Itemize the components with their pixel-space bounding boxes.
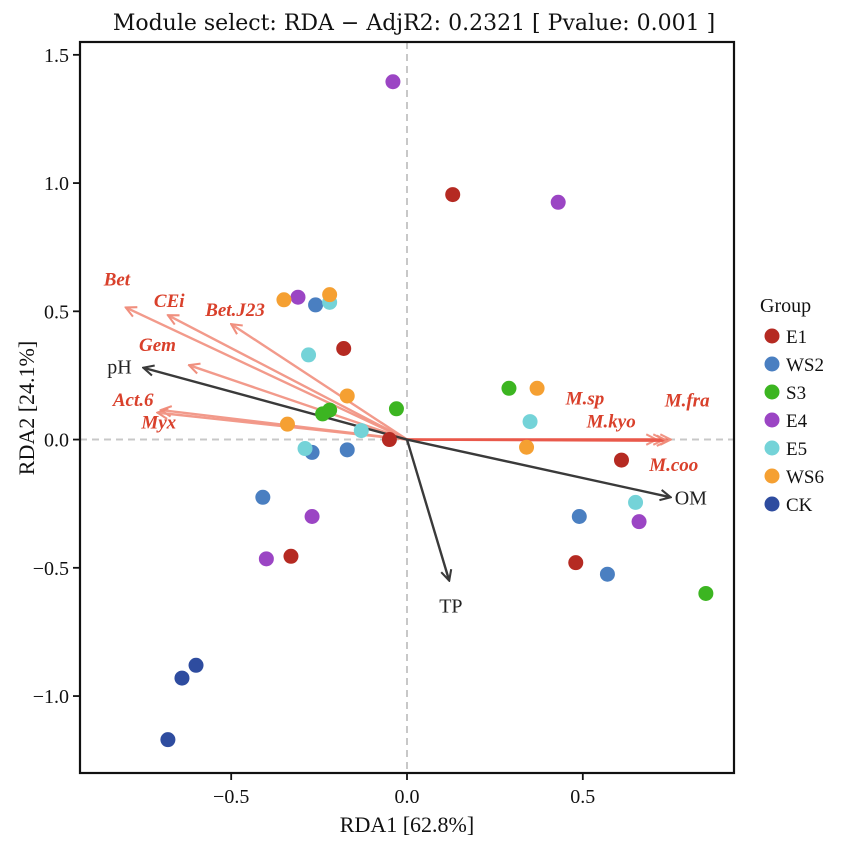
point-e4-4 bbox=[631, 514, 647, 530]
species-label-act-6: Act.6 bbox=[112, 390, 154, 411]
point-ws6-6 bbox=[519, 439, 535, 455]
y-tick-label: 0.5 bbox=[44, 301, 69, 323]
point-e5-6 bbox=[628, 494, 644, 510]
env-arrow-om bbox=[406, 438, 671, 498]
point-ck-3 bbox=[160, 732, 176, 748]
y-tick-label: −0.5 bbox=[33, 558, 69, 580]
point-ws6-5 bbox=[279, 416, 295, 432]
point-s3-3 bbox=[322, 402, 338, 418]
point-ws2-6 bbox=[255, 489, 271, 505]
env-label-tp: TP bbox=[439, 596, 462, 618]
point-e1-5 bbox=[568, 555, 584, 571]
point-ws2-1 bbox=[308, 297, 324, 313]
point-s3-4 bbox=[501, 380, 517, 396]
species-label-m-sp: M.sp bbox=[565, 389, 605, 410]
point-e1-2 bbox=[336, 341, 352, 357]
point-e5-2 bbox=[301, 347, 317, 363]
species-label-myx: Myx bbox=[140, 413, 176, 434]
point-e4-1 bbox=[385, 74, 401, 90]
species-label-m-coo: M.coo bbox=[648, 455, 698, 476]
y-axis-label: RDA2 [24.1%] bbox=[14, 341, 39, 475]
species-label-cei: CEi bbox=[154, 291, 185, 312]
x-tick-label: 0.5 bbox=[570, 786, 595, 808]
point-e4-2 bbox=[550, 194, 566, 210]
point-ws6-3 bbox=[339, 388, 355, 404]
point-ck-1 bbox=[188, 657, 204, 673]
point-ws6-2 bbox=[322, 287, 338, 303]
point-ck-2 bbox=[174, 670, 190, 686]
point-e5-5 bbox=[297, 441, 313, 457]
env-arrow-tp bbox=[405, 439, 449, 581]
legend-key-e4 bbox=[764, 412, 780, 428]
legend-label-s3: S3 bbox=[786, 383, 806, 404]
chart-title: Module select: RDA − AdjR2: 0.2321 [ Pva… bbox=[113, 11, 715, 36]
point-ws2-4 bbox=[571, 509, 587, 525]
species-label-bet-j23: Bet.J23 bbox=[204, 300, 265, 321]
species-arrow-bet-j23 bbox=[231, 324, 408, 441]
point-e5-4 bbox=[522, 414, 538, 430]
legend-label-e1: E1 bbox=[786, 327, 807, 348]
point-e4-5 bbox=[304, 509, 320, 525]
legend-key-ws2 bbox=[764, 356, 780, 372]
point-e1-6 bbox=[283, 548, 299, 564]
legend-key-ws6 bbox=[764, 468, 780, 484]
legend-title: Group bbox=[760, 295, 811, 317]
legend: Group E1 WS2 S3 E4 E5 WS6 CK bbox=[760, 295, 824, 516]
y-tick-label: −1.0 bbox=[33, 686, 69, 708]
point-e4-3 bbox=[290, 289, 306, 305]
species-label-bet: Bet bbox=[103, 269, 131, 290]
species-arrow-bet bbox=[126, 307, 408, 441]
species-label-gem: Gem bbox=[139, 335, 176, 356]
x-tick-label: −0.5 bbox=[213, 786, 249, 808]
point-e4-6 bbox=[258, 551, 274, 567]
point-ws6-4 bbox=[529, 380, 545, 396]
species-arrow-gem bbox=[189, 365, 408, 441]
species-arrow-cei bbox=[168, 315, 408, 441]
species-label-m-fra: M.fra bbox=[664, 391, 710, 412]
x-tick-label: 0.0 bbox=[395, 786, 420, 808]
legend-label-ws6: WS6 bbox=[786, 467, 824, 488]
point-ws6-1 bbox=[276, 292, 292, 308]
env-label-ph: pH bbox=[107, 357, 131, 379]
legend-label-ck: CK bbox=[786, 495, 813, 516]
legend-key-e5 bbox=[764, 440, 780, 456]
legend-label-ws2: WS2 bbox=[786, 355, 824, 376]
env-label-om: OM bbox=[675, 487, 707, 509]
x-axis-label: RDA1 [62.8%] bbox=[340, 812, 474, 837]
legend-key-ck bbox=[764, 496, 780, 512]
y-tick-label: 0.0 bbox=[44, 430, 69, 452]
legend-key-s3 bbox=[764, 384, 780, 400]
legend-label-e5: E5 bbox=[786, 439, 807, 460]
point-s3-1 bbox=[388, 401, 404, 417]
point-ws2-5 bbox=[599, 566, 615, 582]
point-e1-3 bbox=[381, 432, 397, 448]
point-e1-4 bbox=[613, 452, 629, 468]
species-label-m-kyo: M.kyo bbox=[586, 412, 636, 433]
y-tick-label: 1.0 bbox=[44, 173, 69, 195]
point-ws2-3 bbox=[339, 442, 355, 458]
legend-key-e1 bbox=[764, 328, 780, 344]
point-e5-3 bbox=[353, 423, 369, 439]
point-s3-5 bbox=[698, 585, 714, 601]
point-e1-1 bbox=[445, 187, 461, 203]
species-arrow-m-coo bbox=[406, 440, 667, 441]
legend-label-e4: E4 bbox=[786, 411, 808, 432]
y-tick-label: 1.5 bbox=[44, 45, 69, 67]
